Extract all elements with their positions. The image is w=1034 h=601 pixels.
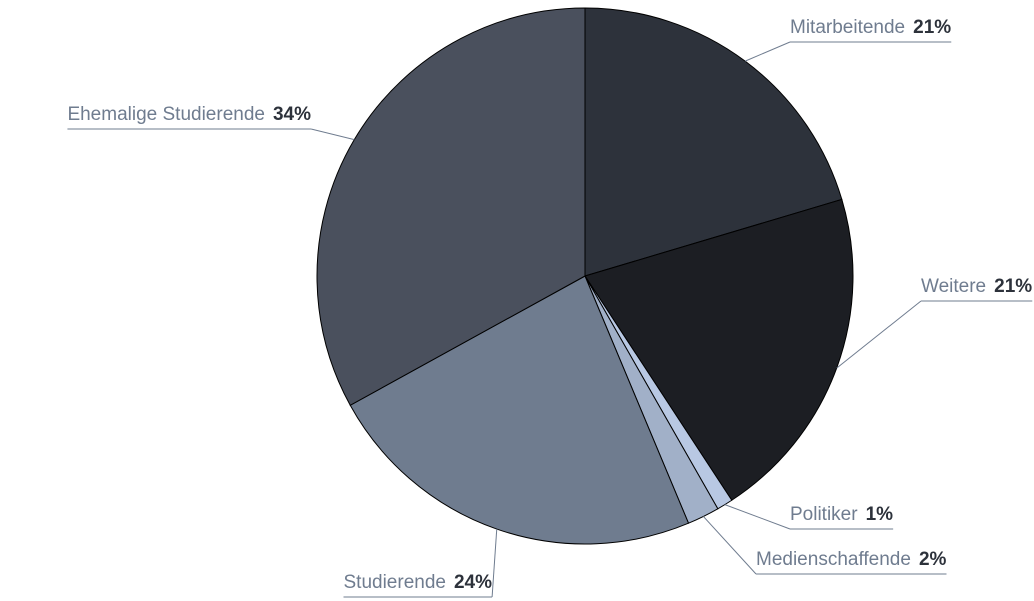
leader-line — [703, 516, 757, 575]
category-name: Medienschaffende — [756, 549, 911, 570]
percent-label: 21% — [913, 17, 951, 38]
percent-label: 24% — [454, 572, 492, 593]
category-name: Studierende — [344, 572, 446, 593]
slice-label: Medienschaffende 2% — [756, 549, 947, 570]
slice-label: Ehemalige Studierende 34% — [67, 104, 311, 125]
slice-label: Mitarbeitende 21% — [790, 17, 951, 38]
percent-label: 2% — [919, 549, 947, 570]
pie-slice — [584, 198, 854, 501]
leader-line — [310, 128, 355, 141]
category-name: Ehemalige Studierende — [67, 104, 265, 125]
leader-line — [744, 41, 791, 62]
leader-line — [724, 504, 791, 530]
leader-line — [491, 529, 498, 598]
pie-slice — [316, 7, 586, 406]
percent-label: 34% — [273, 104, 311, 125]
percent-label: 21% — [994, 276, 1032, 297]
percent-label: 1% — [866, 504, 894, 525]
slice-label: Politiker 1% — [790, 504, 893, 525]
category-name: Politiker — [790, 504, 858, 525]
category-name: Weitere — [921, 276, 986, 297]
leader-line — [836, 300, 922, 369]
category-name: Mitarbeitende — [790, 17, 905, 38]
slice-label: Studierende 24% — [344, 572, 493, 593]
slice-label: Weitere 21% — [921, 276, 1032, 297]
pie-slice — [349, 275, 690, 545]
